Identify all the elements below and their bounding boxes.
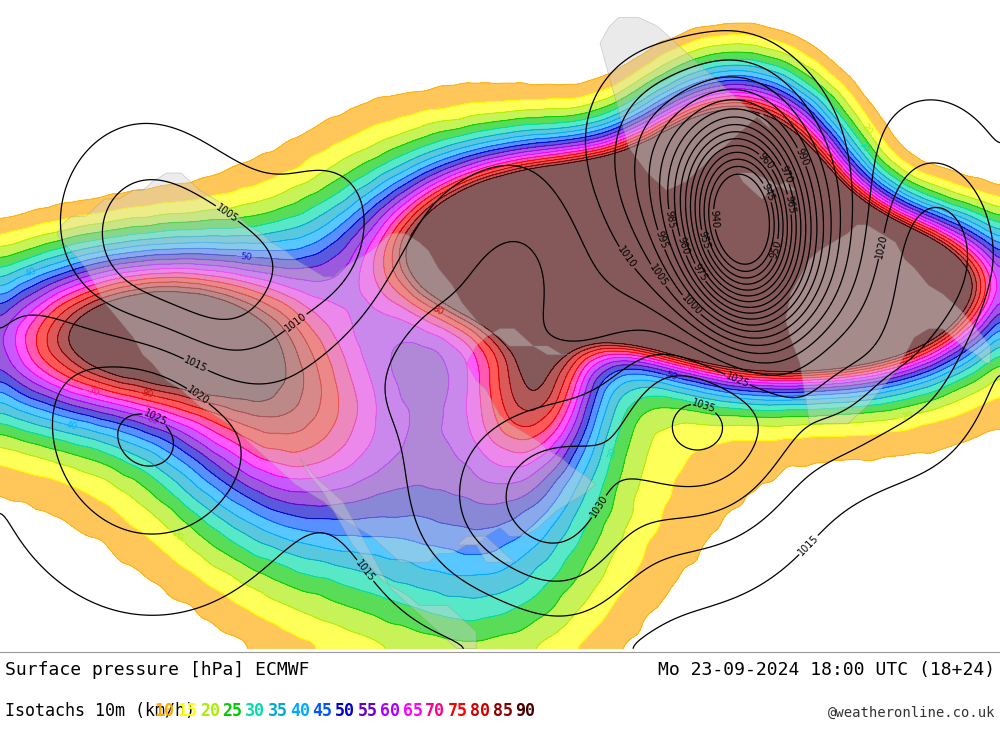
Text: 60: 60 <box>146 414 160 427</box>
Text: 50: 50 <box>240 251 252 262</box>
Text: 50: 50 <box>665 370 678 382</box>
Text: 955: 955 <box>697 229 712 250</box>
Text: 20: 20 <box>900 410 913 421</box>
Text: 1025: 1025 <box>724 370 751 389</box>
Text: @weatheronline.co.uk: @weatheronline.co.uk <box>828 707 995 721</box>
Polygon shape <box>600 18 771 191</box>
Text: 80: 80 <box>430 304 445 317</box>
Text: 1020: 1020 <box>185 385 211 407</box>
Text: 30: 30 <box>607 446 618 460</box>
Text: 975: 975 <box>691 262 709 283</box>
Text: 40: 40 <box>65 420 78 431</box>
Text: Mo 23-09-2024 18:00 UTC (18+24): Mo 23-09-2024 18:00 UTC (18+24) <box>658 661 995 679</box>
Text: 65: 65 <box>402 702 422 721</box>
Text: 965: 965 <box>783 194 796 214</box>
Text: 1015: 1015 <box>182 355 209 375</box>
Text: 80: 80 <box>141 388 155 400</box>
Text: 960: 960 <box>756 151 776 172</box>
Text: 20: 20 <box>859 122 873 136</box>
Text: 945: 945 <box>760 182 776 203</box>
Text: 30: 30 <box>245 702 265 721</box>
Text: 55: 55 <box>358 702 378 721</box>
Text: 60: 60 <box>380 702 400 721</box>
Text: 970: 970 <box>777 164 794 185</box>
Text: 85: 85 <box>492 702 512 721</box>
Text: 1025: 1025 <box>142 408 168 427</box>
Polygon shape <box>57 173 595 562</box>
Polygon shape <box>738 173 795 199</box>
Text: Isotachs 10m (km/h): Isotachs 10m (km/h) <box>5 702 195 721</box>
Text: 1035: 1035 <box>691 397 717 415</box>
Text: 70: 70 <box>685 363 699 375</box>
Text: Surface pressure [hPa] ECMWF: Surface pressure [hPa] ECMWF <box>5 661 310 679</box>
Text: 10: 10 <box>155 702 175 721</box>
Text: 45: 45 <box>312 702 332 721</box>
Text: 1020: 1020 <box>874 233 889 259</box>
Text: 30: 30 <box>857 139 871 154</box>
Text: 1015: 1015 <box>354 558 377 583</box>
Text: 15: 15 <box>178 702 198 721</box>
Polygon shape <box>786 225 990 424</box>
Text: 995: 995 <box>653 229 669 250</box>
Text: 1030: 1030 <box>588 493 610 520</box>
Text: 990: 990 <box>794 147 810 168</box>
Text: 940: 940 <box>708 210 719 229</box>
Text: 950: 950 <box>768 239 783 259</box>
Text: 75: 75 <box>448 702 468 721</box>
Text: 980: 980 <box>675 235 690 256</box>
Polygon shape <box>457 537 514 562</box>
Text: 1005: 1005 <box>214 202 240 224</box>
Text: 20: 20 <box>200 702 220 721</box>
Text: 35: 35 <box>268 702 288 721</box>
Text: 1015: 1015 <box>796 533 821 557</box>
Text: 25: 25 <box>222 702 242 721</box>
Text: 70: 70 <box>425 702 445 721</box>
Text: 1010: 1010 <box>283 311 309 334</box>
Text: 90: 90 <box>515 702 535 721</box>
Polygon shape <box>300 458 476 649</box>
Text: 1005: 1005 <box>647 262 669 289</box>
Text: 40: 40 <box>24 266 38 279</box>
Text: 80: 80 <box>470 702 490 721</box>
Text: 985: 985 <box>664 209 677 229</box>
Text: 1000: 1000 <box>679 292 703 317</box>
Text: 20: 20 <box>170 529 184 543</box>
Text: 50: 50 <box>335 702 355 721</box>
Text: 1010: 1010 <box>615 245 638 270</box>
Text: 70: 70 <box>86 386 100 398</box>
Text: 40: 40 <box>290 702 310 721</box>
